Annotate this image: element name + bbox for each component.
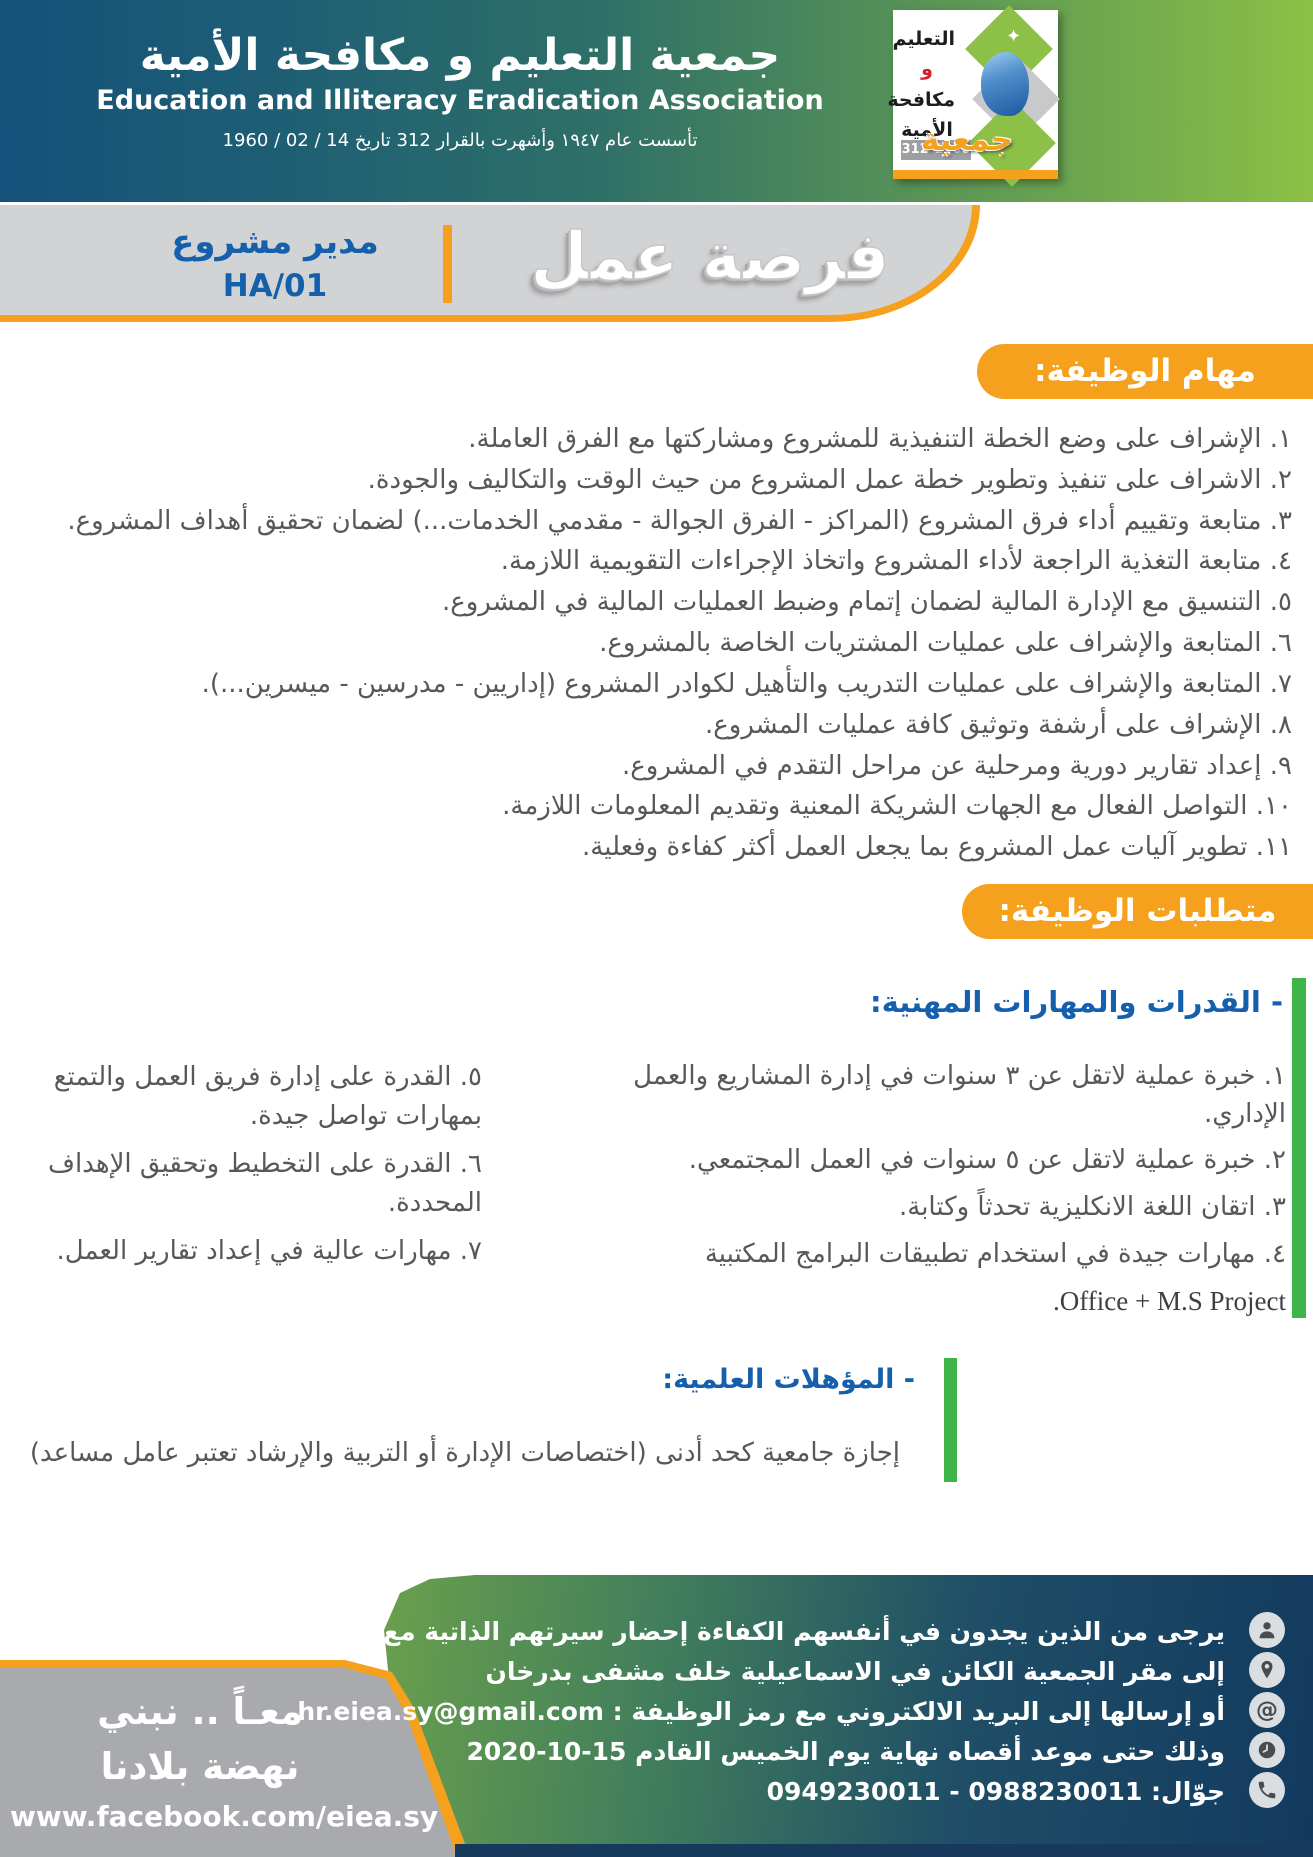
header-titles: جمعية التعليم و مكافحة الأمية Education …	[0, 0, 920, 202]
task-item: ١. الإشراف على وضع الخطة التنفيذية للمشر…	[468, 424, 1292, 454]
association-name-english: Education and Illiteracy Eradication Ass…	[96, 85, 824, 116]
job-code: HA/01	[222, 268, 328, 304]
skill-item: ٣. اتقان اللغة الانكليزية تحدثاً وكتابة.	[898, 1192, 1286, 1223]
footer-deadline-line: وذلك حتى موعد أقصاه نهاية يوم الخميس الق…	[466, 1737, 1225, 1766]
slogan-line-1: معـاً .. نبني	[97, 1690, 303, 1733]
skill-item: ٢. خبرة عملية لاتقل عن ٥ سنوات في العمل …	[688, 1145, 1286, 1176]
logo-year-badge: 312-1960	[901, 140, 971, 160]
association-logo: ✦ التعليم و مكافحة الأمية 312-1960 جمعية	[887, 5, 1060, 187]
skill-item: ٥. القدرة على إدارة فريق العمل والتمتع ب…	[53, 1062, 482, 1131]
establishment-line: تأسست عام ١٩٤٧ وأشهرت بالقرار 312 تاريخ …	[222, 130, 698, 151]
task-item: ١١. تطوير آليات عمل المشروع بما يجعل الع…	[582, 832, 1292, 863]
office-tools-line: .Office + M.S Project	[1053, 1286, 1286, 1317]
skills-accent-bar	[1292, 978, 1306, 1318]
task-item: ٤. متابعة التغذية الراجعة لأداء المشروع …	[500, 546, 1292, 577]
skills-heading: - القدرات والمهارات المهنية:	[870, 985, 1283, 1019]
slogan-line-2: نهضة بلادنا	[100, 1745, 300, 1788]
skill-item: ٧. مهارات عالية في إعداد تقارير العمل.	[56, 1236, 482, 1266]
task-item: ٩. إعداد تقارير دورية ومرحلية عن مراحل ا…	[621, 750, 1292, 781]
task-item: ٧. المتابعة والإشراف على عمليات التدريب …	[201, 668, 1292, 699]
logo-word-4: الأمية	[901, 119, 953, 142]
location-icon	[1249, 1652, 1285, 1688]
requirements-section-heading: متطلبات الوظيفة:	[962, 884, 1313, 939]
logo-head-icon	[981, 52, 1029, 116]
tasks-list: ١. الإشراف على وضع الخطة التنفيذية للمشر…	[20, 422, 1292, 871]
footer-gradient-shape	[384, 1575, 1313, 1857]
job-opportunity-headline: فرصة عمل	[530, 217, 891, 296]
logo-brand-word: جمعية	[921, 122, 1014, 158]
qualifications-heading: - المؤهلات العلمية:	[662, 1364, 915, 1395]
footer-phone-line: جوّال: 0988230011 - 0949230011	[766, 1777, 1225, 1806]
qualifications-accent-bar	[944, 1358, 957, 1482]
skills-list-secondary: ٥. القدرة على إدارة فريق العمل والتمتع ب…	[30, 1058, 482, 1280]
skill-item: ١. خبرة عملية لاتقل عن ٣ سنوات في إدارة …	[633, 1061, 1286, 1129]
deadline-clock-icon	[1249, 1732, 1285, 1768]
tasks-section-heading: مهام الوظيفة:	[977, 344, 1313, 399]
job-title: مدير مشروع	[171, 222, 379, 262]
footer-address-line: إلى مقر الجمعية الكائن في الاسماعيلية خل…	[485, 1657, 1225, 1686]
task-item: ٢. الاشراف على تنفيذ وتطوير خطة عمل المش…	[367, 464, 1292, 495]
facebook-url[interactable]: www.facebook.com/eiea.sy	[10, 1800, 439, 1833]
logo-word-1: التعليم	[892, 28, 955, 50]
band-divider	[443, 225, 452, 303]
logo-underline-bar	[893, 170, 1058, 179]
logo-word-2: و	[921, 58, 933, 81]
task-item: ٥. التنسيق مع الإدارة المالية لضمان إتما…	[441, 587, 1292, 618]
logo-sparkle-icon: ✦	[1006, 26, 1022, 47]
logo-word-3: مكافحة	[887, 88, 955, 111]
footer-slogan-block	[0, 1667, 457, 1857]
job-code-box: مدير مشروع HA/01	[110, 222, 440, 304]
footer-bottom-bar	[455, 1844, 1313, 1857]
skills-list-primary: ١. خبرة عملية لاتقل عن ٣ سنوات في إدارة …	[560, 1058, 1286, 1331]
task-item: ١٠. التواصل الفعال مع الجهات الشريكة الم…	[502, 791, 1292, 822]
person-icon	[1249, 1612, 1285, 1648]
job-title-band	[0, 205, 980, 322]
footer-contact-line: يرجى من الذين يجدون في أنفسهم الكفاءة إح…	[219, 1617, 1225, 1646]
header-banner: جمعية التعليم و مكافحة الأمية Education …	[0, 0, 1313, 202]
skill-item: ٦. القدرة على التخطيط وتحقيق الإهداف الم…	[48, 1149, 482, 1218]
skill-item: ٤. مهارات جيدة في استخدام تطبيقات البرام…	[704, 1238, 1286, 1269]
email-at-icon: @	[1249, 1692, 1285, 1728]
association-name-arabic: جمعية التعليم و مكافحة الأمية	[139, 30, 781, 81]
task-item: ٦. المتابعة والإشراف على عمليات المشتريا…	[599, 628, 1292, 659]
phone-icon	[1249, 1772, 1285, 1808]
footer: يرجى من الذين يجدون في أنفسهم الكفاءة إح…	[0, 1575, 1313, 1857]
task-item: ٨. الإشراف على أرشفة وتوثيق كافة عمليات …	[705, 709, 1292, 740]
footer-email-line[interactable]: أو إرسالها إلى البريد الالكتروني مع رمز …	[297, 1697, 1225, 1726]
task-item: ٣. متابعة وتقييم أداء فرق المشروع (المرا…	[67, 505, 1292, 536]
qualifications-text: إجازة جامعية كحد أدنى (اختصاصات الإدارة …	[29, 1438, 900, 1468]
logo-wordmark: التعليم و مكافحة الأمية	[887, 24, 955, 146]
